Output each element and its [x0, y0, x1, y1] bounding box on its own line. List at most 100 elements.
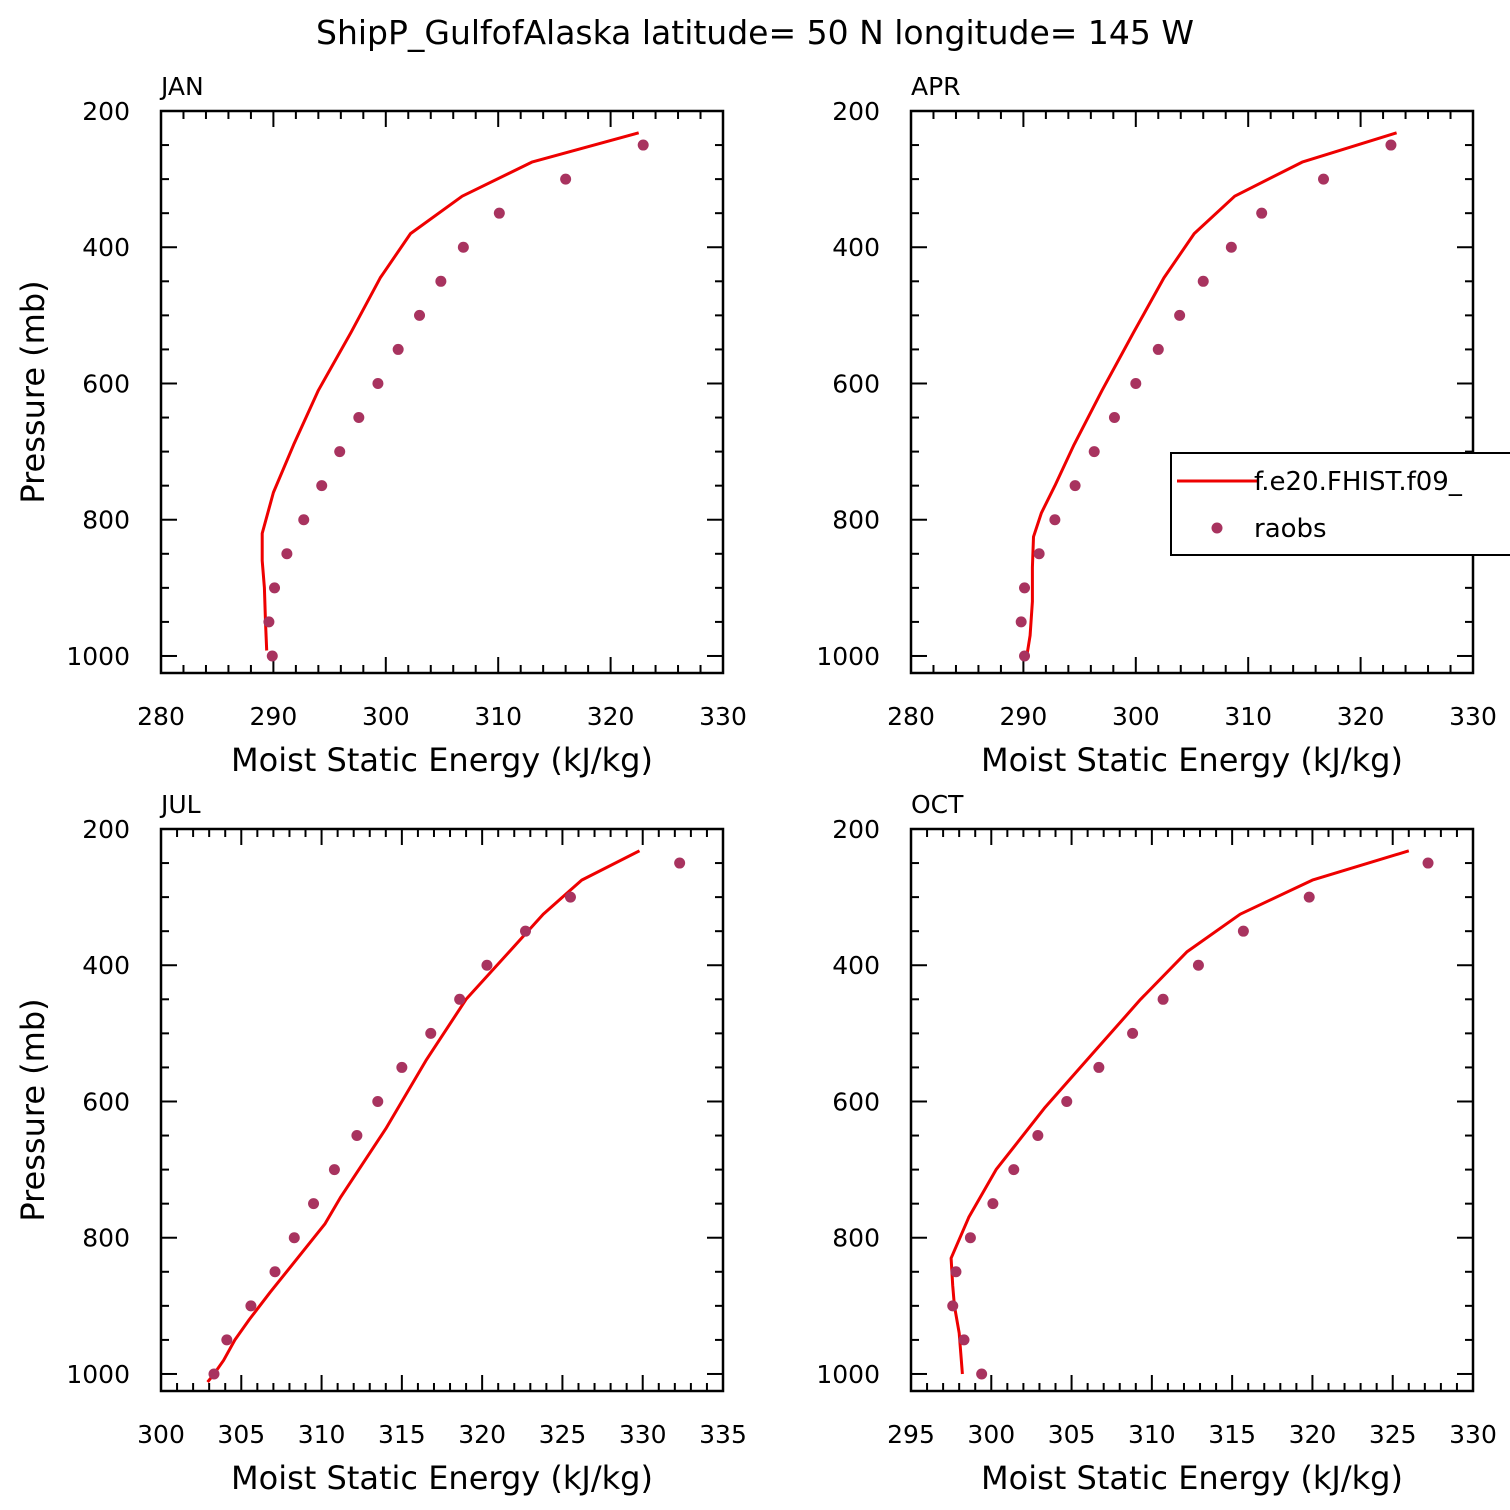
panel-label: JAN [159, 72, 204, 101]
obs-point [560, 173, 572, 185]
y-tick-label: 800 [82, 1224, 130, 1253]
panels: 280 290 300 310 320 330 200 400 600 800 1000 JAN Moi… [14, 72, 1510, 1497]
x-tick-label: 315 [378, 1420, 426, 1449]
panel-jan: 280 290 300 310 320 330 200 400 600 800 1000 JAN Moi… [14, 72, 747, 779]
panel-label: OCT [911, 790, 964, 819]
obs-point [1049, 514, 1061, 526]
x-tick-label: 330 [1449, 1420, 1497, 1449]
obs-point [1197, 275, 1209, 287]
obs-point [263, 616, 275, 628]
obs-point [950, 1266, 962, 1278]
obs-point [269, 582, 281, 594]
y-tick-label: 1000 [66, 1360, 130, 1389]
obs-point [454, 993, 466, 1005]
obs-point [493, 207, 505, 219]
obs-point [457, 241, 469, 253]
obs-point [372, 1095, 384, 1107]
y-axis-title: Pressure (mb) [14, 998, 52, 1221]
obs-point [481, 959, 493, 971]
obs-point [947, 1300, 959, 1312]
y-tick-label: 400 [82, 233, 130, 262]
x-tick-label: 290 [1000, 702, 1048, 731]
plot-frame [909, 827, 1475, 1393]
y-axis-title: Pressure (mb) [14, 280, 52, 503]
obs-point [1033, 548, 1045, 560]
x-axis-title: Moist Static Energy (kJ/kg) [981, 1459, 1403, 1497]
obs-point [1069, 480, 1081, 492]
x-tick-label: 300 [1112, 702, 1160, 731]
obs-point [308, 1198, 320, 1210]
obs-point [1237, 925, 1249, 937]
y-tick-label: 600 [82, 1087, 130, 1116]
obs-point [1157, 993, 1169, 1005]
obs-point [298, 514, 310, 526]
plot-frame [159, 109, 725, 675]
obs-point [281, 548, 293, 560]
obs-point [958, 1334, 970, 1346]
y-tick-label: 400 [832, 233, 880, 262]
x-tick-label: 330 [619, 1420, 667, 1449]
legend-box [1170, 452, 1510, 556]
model-line [260, 131, 640, 651]
x-tick-label: 300 [967, 1420, 1015, 1449]
panel-label: APR [911, 72, 961, 101]
panel-oct: 295 300 305 310 315 320 325 330 200 400 600 800 1000… [816, 790, 1496, 1497]
plot-frame [909, 109, 1475, 675]
y-tick-label: 400 [82, 951, 130, 980]
obs-point [425, 1027, 437, 1039]
y-tick-label: 800 [832, 1224, 880, 1253]
obs-point [316, 480, 328, 492]
x-tick-label: 305 [217, 1420, 265, 1449]
y-tick-label: 600 [832, 1087, 880, 1116]
x-tick-label: 310 [474, 702, 522, 731]
obs-point [1385, 139, 1397, 151]
obs-point [1008, 1164, 1020, 1176]
x-axis-title: Moist Static Energy (kJ/kg) [231, 1459, 653, 1497]
x-tick-label: 320 [587, 702, 635, 731]
y-tick-label: 200 [832, 815, 880, 844]
obs-point [1019, 582, 1031, 594]
obs-point [245, 1300, 257, 1312]
y-tick-label: 800 [832, 506, 880, 535]
y-tick-label: 400 [832, 951, 880, 980]
obs-point [1192, 959, 1204, 971]
y-tick-label: 1000 [66, 642, 130, 671]
x-axis-title: Moist Static Energy (kJ/kg) [231, 741, 653, 779]
obs-point [976, 1368, 988, 1380]
obs-point [372, 377, 384, 389]
x-axis-title: Moist Static Energy (kJ/kg) [981, 741, 1403, 779]
x-tick-label: 280 [887, 702, 935, 731]
obs-point [1019, 650, 1031, 662]
obs-point [221, 1334, 233, 1346]
y-tick-label: 600 [832, 369, 880, 398]
legend-obs-swatch [1211, 522, 1223, 534]
obs-point [353, 412, 365, 424]
obs-point [1318, 173, 1330, 185]
legend-model-label: f.e20.FHIST.f09_ [1254, 467, 1463, 497]
x-tick-label: 325 [539, 1420, 587, 1449]
plot-frame [159, 827, 725, 1393]
obs-point [519, 925, 531, 937]
obs-point [1152, 343, 1164, 355]
obs-point [1108, 412, 1120, 424]
x-tick-label: 310 [1128, 1420, 1176, 1449]
obs-point [1422, 857, 1434, 869]
obs-point [1130, 377, 1142, 389]
obs-point [435, 275, 447, 287]
obs-point [987, 1198, 999, 1210]
obs-point [1093, 1061, 1105, 1073]
obs-point [1127, 1027, 1139, 1039]
x-tick-label: 310 [1224, 702, 1272, 731]
y-tick-label: 800 [82, 506, 130, 535]
y-tick-label: 1000 [816, 1360, 880, 1389]
obs-point [266, 650, 278, 662]
model-line [1025, 131, 1398, 657]
x-tick-label: 300 [362, 702, 410, 731]
obs-point [396, 1061, 408, 1073]
obs-point [1256, 207, 1268, 219]
obs-point [1032, 1130, 1044, 1142]
obs-point [208, 1368, 220, 1380]
figure-title: ShipP_GulfofAlaska latitude= 50 N longit… [316, 13, 1194, 52]
obs-point [1061, 1095, 1073, 1107]
